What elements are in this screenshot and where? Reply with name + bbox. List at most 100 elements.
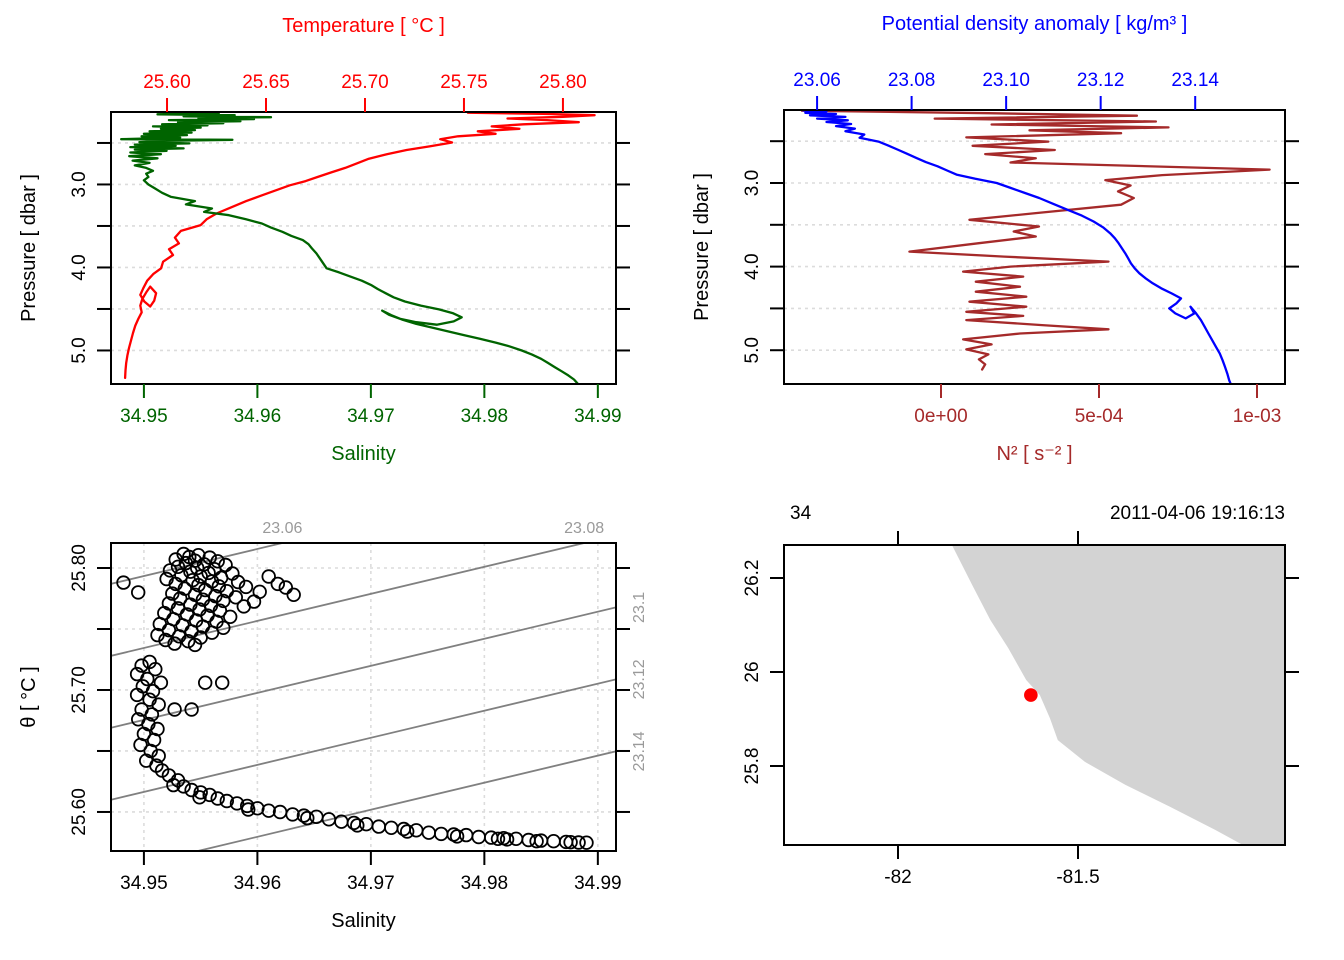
isopycnal-line [111, 543, 287, 585]
tick-label: 23.10 [982, 70, 1030, 91]
tick-label: 34.99 [574, 873, 622, 894]
gridlines [111, 142, 616, 352]
scatter-point [151, 697, 166, 712]
tick-label: 34.97 [347, 406, 395, 427]
tick-label: 23.12 [1077, 70, 1125, 91]
tick-label: -82 [884, 867, 911, 888]
scatter-point [145, 684, 161, 699]
scatter-point [434, 826, 449, 842]
axis-title-sal: Salinity [331, 443, 395, 465]
axis-title-pres: Pressure [ dbar ] [18, 174, 40, 322]
plot-area-station-map [952, 545, 1285, 845]
tick-label: 34.96 [234, 406, 282, 427]
plot-frame [783, 544, 1286, 846]
plot-frame [110, 111, 617, 385]
scatter-point [151, 748, 166, 764]
scatter-point [490, 831, 506, 847]
axis-dens: 23.06 23.08 23.10 23.12 23.14 Potential densi… [793, 13, 1219, 110]
scatter-point [230, 574, 246, 590]
scatter-point [213, 570, 229, 586]
tick-label: 34.99 [574, 406, 622, 427]
scatter-point [133, 737, 148, 753]
axis-pres: 3.0 4.0 5.0 Pressure [ dbar ] [691, 140, 1299, 363]
scatter-point [278, 580, 294, 595]
tick-label: 5.0 [742, 337, 763, 363]
axis-sal: 34.95 34.96 34.97 34.98 34.99 Salinity [120, 851, 622, 932]
scatter-point [285, 807, 300, 822]
scatter-point [270, 576, 286, 592]
scatter-point [202, 787, 217, 803]
coastline-land [952, 545, 1285, 845]
isopycnal-label: 23.14 [631, 731, 648, 771]
scatter-point [214, 675, 230, 690]
panel-profile-density-n2: 23.06 23.08 23.10 23.12 23.14 Potential densi… [691, 13, 1299, 465]
tick-label: 25.70 [341, 72, 389, 93]
scatter-point [210, 554, 225, 569]
scatter-point [216, 593, 231, 609]
salinity-curve [120, 112, 579, 384]
panel-profile-temp-sal: 25.60 25.65 25.70 25.75 25.80 Temperature [ °… [18, 15, 630, 465]
scatter-point [187, 637, 203, 653]
tick-label: 34.98 [461, 873, 509, 894]
tick-label: 25.80 [539, 72, 587, 93]
station-datetime: 2011-04-06 19:16:13 [1110, 503, 1285, 524]
scatter-point [449, 829, 465, 844]
scatter-point [165, 586, 180, 601]
scatter-point [140, 671, 155, 687]
plot-area-ts-diagram [111, 543, 616, 851]
scatter-point [571, 835, 586, 850]
panel-station-map: -82 -81.5 25.8 26 26.2 34 2011-04-06 19:16:13 [742, 503, 1299, 888]
scatter-point [261, 803, 276, 818]
scatter-point [150, 627, 165, 643]
scatter-point [286, 587, 301, 603]
scatter-point [241, 802, 256, 817]
scatter-point [153, 675, 169, 690]
axis-temp: 25.60 25.65 25.70 25.75 25.80 Temperature [ °… [143, 15, 587, 112]
scatter-point [529, 834, 544, 849]
scatter-point [261, 569, 276, 584]
axis-sal: 34.95 34.96 34.97 34.98 34.99 Salinity [120, 384, 622, 465]
isopycnal-label: 23.12 [631, 659, 648, 699]
isopycnal-line [111, 606, 616, 729]
tick-label: 5e-04 [1075, 406, 1124, 427]
axis-pres: 3.0 4.0 5.0 Pressure [ dbar ] [18, 141, 630, 364]
scatter-point [197, 675, 213, 690]
scatter-point [238, 579, 254, 595]
tick-label: 23.08 [888, 70, 936, 91]
scatter-point [236, 599, 252, 614]
tick-label: 34.95 [120, 406, 168, 427]
isopycnal-line [194, 750, 616, 851]
scatter-point [400, 824, 415, 839]
station-number: 34 [790, 503, 812, 524]
axis-n2: 0e+00 5e-04 1e-03 N² [ s⁻² ] [914, 384, 1281, 465]
axis-title-dens: Potential density anomaly [ kg/m³ ] [882, 13, 1188, 35]
scatter-point [300, 810, 315, 826]
isopycnal-label: 23.1 [631, 592, 648, 623]
tick-label: -81.5 [1056, 867, 1099, 888]
scatter-point [184, 702, 199, 717]
scatter-point [421, 825, 437, 840]
tick-label: 1e-03 [1233, 406, 1282, 427]
scatter-point [130, 585, 146, 600]
station-location [1024, 688, 1038, 702]
density-curve [801, 110, 1232, 384]
axis-theta: 25.60 25.70 25.80 θ [ °C ] [18, 544, 630, 836]
tick-label: 26 [742, 661, 763, 682]
theta-salinity-points [116, 546, 594, 850]
scatter-point [144, 707, 160, 722]
tick-label: 0e+00 [914, 406, 967, 427]
scatter-point [499, 832, 515, 847]
scatter-point [210, 791, 225, 806]
tick-label: 34.96 [234, 873, 282, 894]
tick-label: 23.06 [793, 70, 841, 91]
scatter-point [180, 634, 196, 649]
scatter-point [167, 702, 182, 717]
scatter-point [192, 790, 207, 805]
scatter-point [471, 829, 486, 845]
tick-label: 25.8 [742, 748, 763, 785]
plot-frame [110, 542, 617, 852]
scatter-point [166, 777, 181, 793]
axis-title-pres: Pressure [ dbar ] [691, 173, 713, 321]
tick-label: 25.60 [143, 72, 191, 93]
